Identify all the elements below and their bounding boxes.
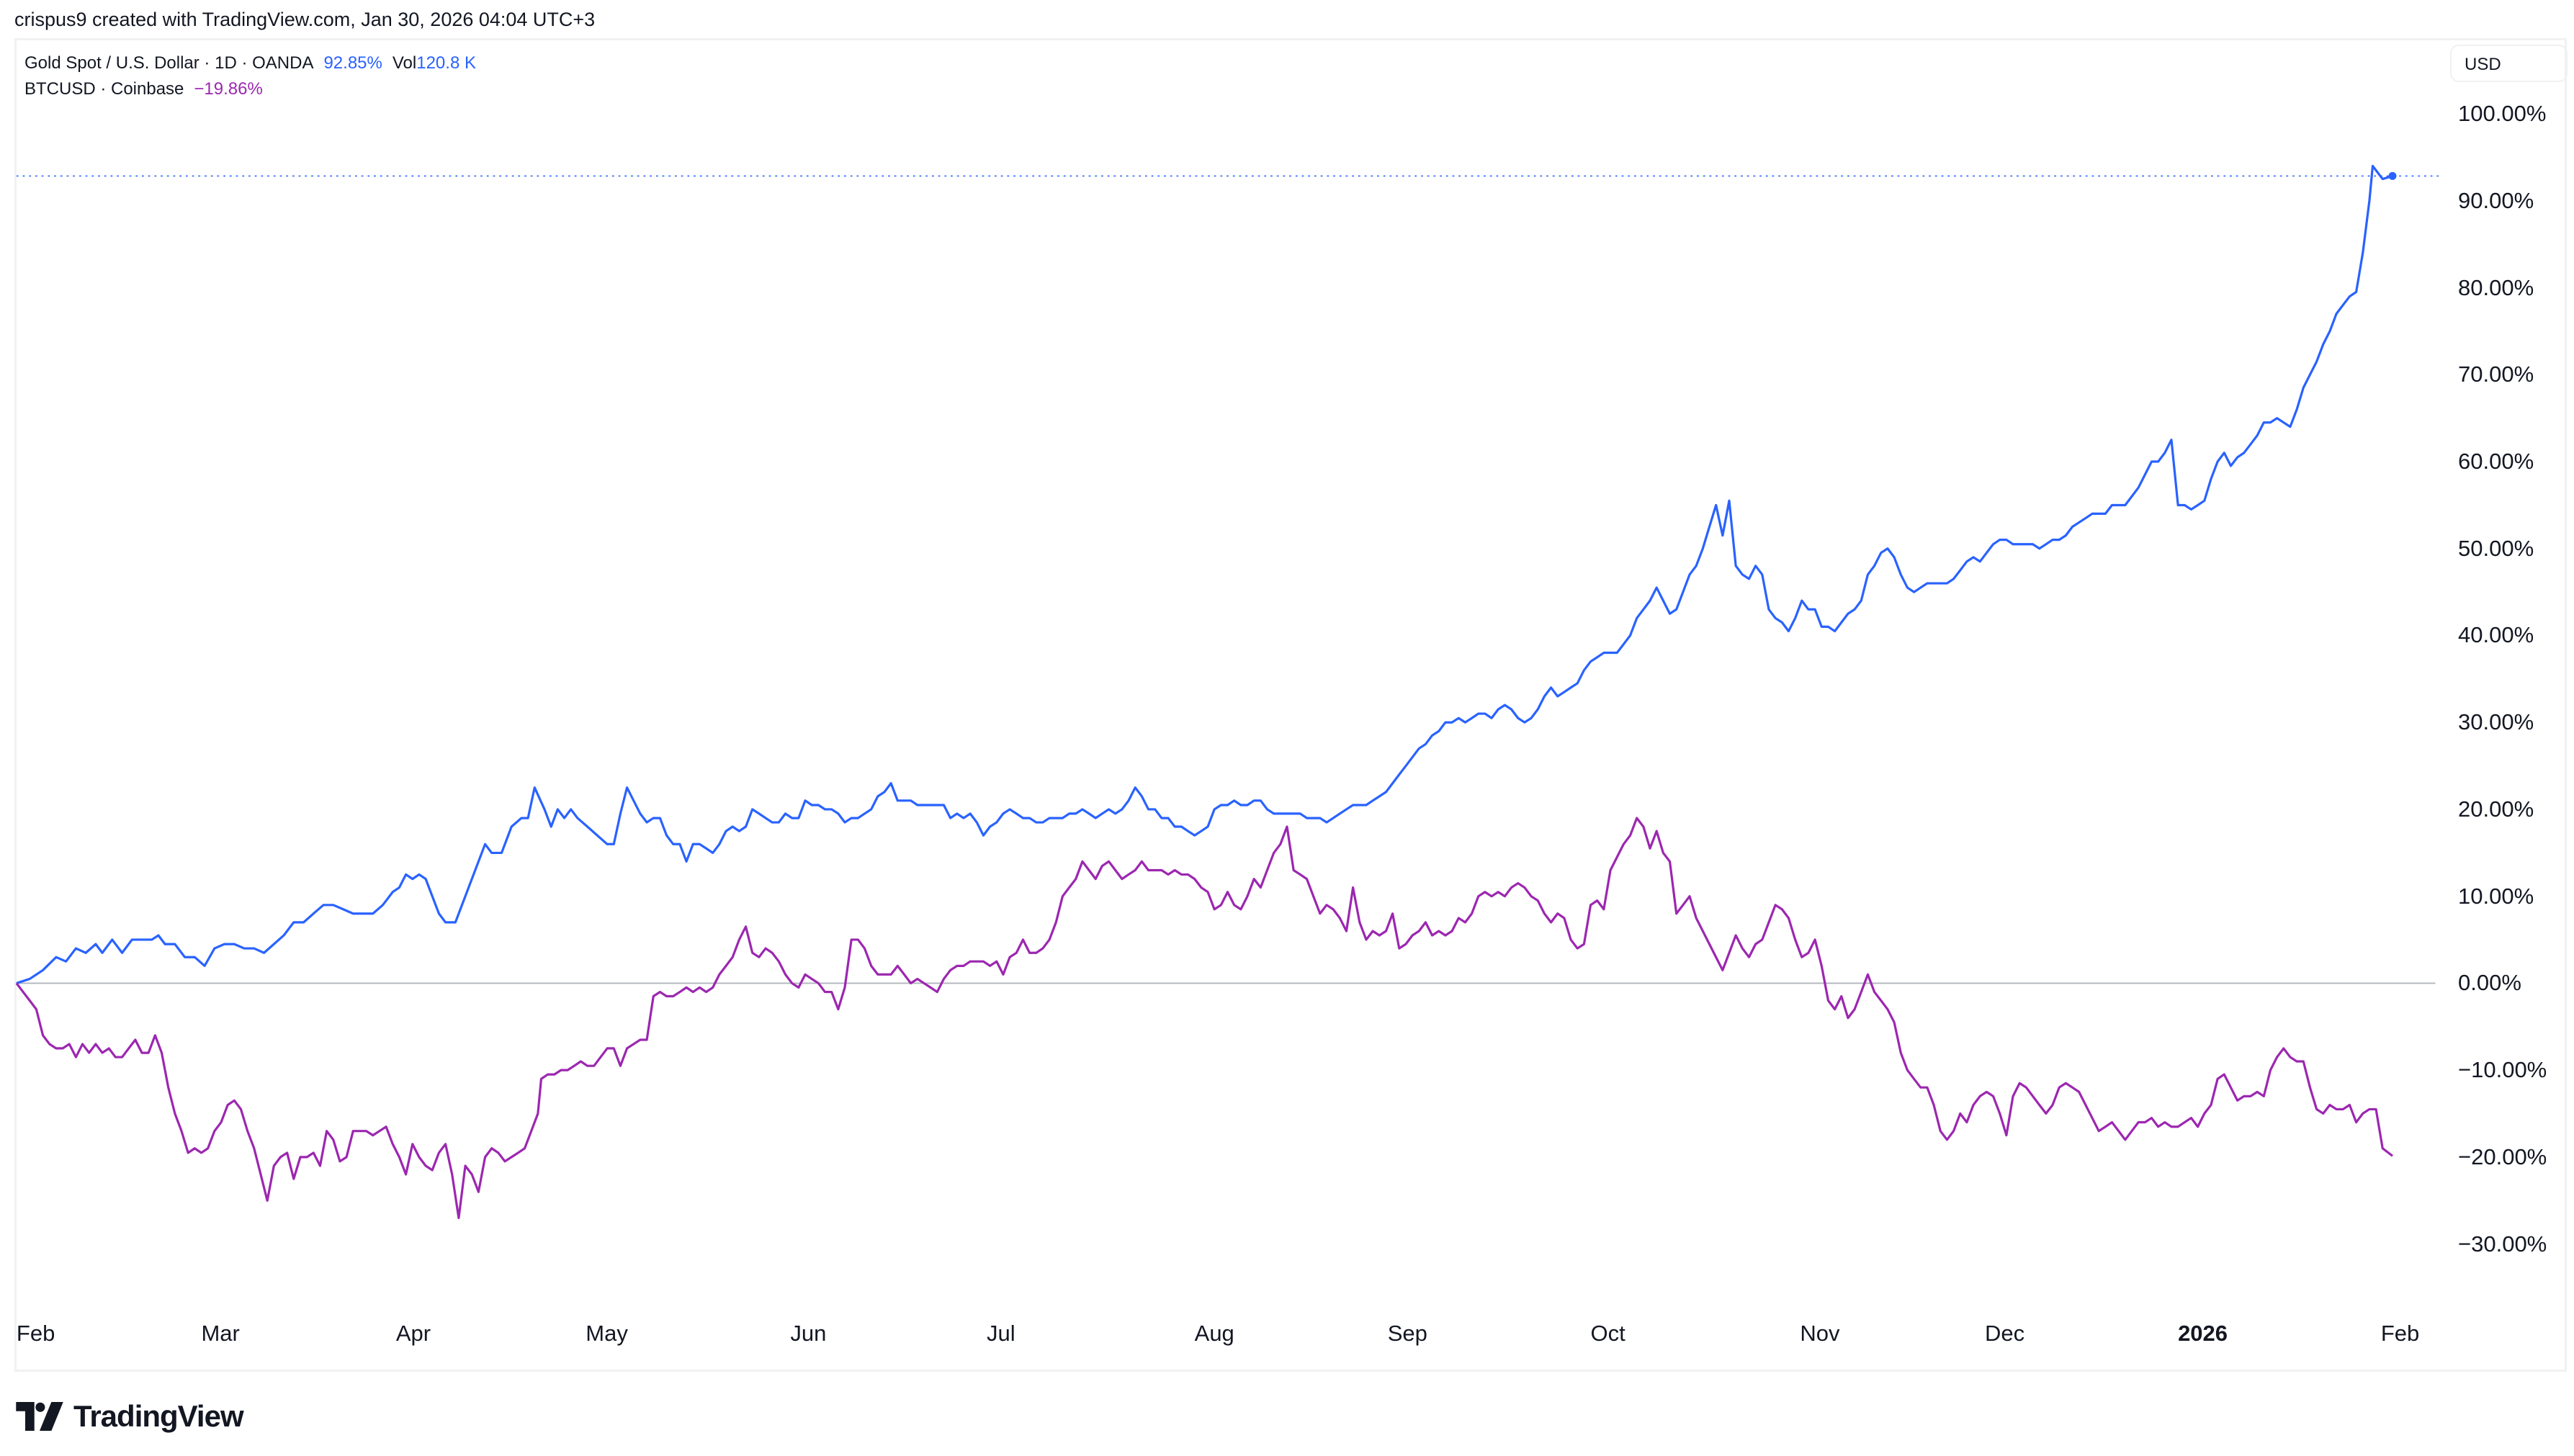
y-tick-label: 100.00% <box>2458 101 2547 127</box>
x-tick-label: Nov <box>1800 1321 1840 1346</box>
x-tick-label: Feb <box>16 1321 55 1346</box>
x-tick-label: Aug <box>1194 1321 1234 1346</box>
y-tick-label: −20.00% <box>2458 1143 2547 1169</box>
y-tick-label: 60.00% <box>2458 449 2534 474</box>
legend-vol-value: 120.8 K <box>416 53 476 73</box>
x-tick-label: Sep <box>1387 1321 1427 1346</box>
gold-series-line[interactable] <box>16 164 2393 984</box>
y-tick-label: 40.00% <box>2458 622 2534 648</box>
legend-gold-name: Gold Spot / U.S. Dollar · 1D · OANDA <box>24 53 314 73</box>
x-tick-label: May <box>586 1321 628 1346</box>
legend-btc-value: −19.86% <box>194 79 263 99</box>
legend-row-btc[interactable]: BTCUSD · Coinbase −19.86% <box>24 76 476 102</box>
currency-button[interactable]: USD <box>2450 45 2568 82</box>
btc-series-line[interactable] <box>15 817 2393 1220</box>
y-tick-label: 70.00% <box>2458 361 2534 387</box>
y-tick-label: 20.00% <box>2458 796 2534 822</box>
y-tick-label: 0.00% <box>2458 970 2521 996</box>
y-tick-label: 50.00% <box>2458 535 2534 561</box>
x-tick-label: Feb <box>2380 1321 2420 1346</box>
y-tick-label: −10.00% <box>2458 1057 2547 1083</box>
legend-btc-name: BTCUSD · Coinbase <box>24 79 184 99</box>
tradingview-wordmark: TradingView <box>73 1399 244 1433</box>
chart-frame <box>14 38 2567 1372</box>
y-tick-label: 30.00% <box>2458 709 2534 735</box>
chart-attribution: crispus9 created with TradingView.com, J… <box>14 9 596 30</box>
x-tick-label: Apr <box>395 1321 431 1346</box>
y-tick-label: 90.00% <box>2458 187 2534 213</box>
y-tick-label: 80.00% <box>2458 274 2534 300</box>
x-tick-label: Dec <box>1985 1321 2025 1346</box>
y-tick-label: 10.00% <box>2458 883 2534 909</box>
y-tick-label: −30.00% <box>2458 1231 2547 1257</box>
x-tick-label: Mar <box>201 1321 240 1346</box>
x-tick-label: Jun <box>790 1321 827 1346</box>
tradingview-logo[interactable]: TradingView <box>16 1399 244 1434</box>
last-value-dot-icon <box>2388 171 2397 180</box>
legend-row-gold[interactable]: Gold Spot / U.S. Dollar · 1D · OANDA 92.8… <box>24 50 476 76</box>
x-tick-label: Oct <box>1590 1321 1625 1346</box>
tradingview-logo-icon <box>16 1402 63 1431</box>
x-tick-label: 2026 <box>2178 1321 2228 1346</box>
legend-vol-label: Vol <box>392 53 417 73</box>
legend-gold-value: 92.85% <box>323 53 382 73</box>
x-tick-label: Jul <box>986 1321 1015 1346</box>
chart-legend: Gold Spot / U.S. Dollar · 1D · OANDA 92.8… <box>24 50 476 102</box>
